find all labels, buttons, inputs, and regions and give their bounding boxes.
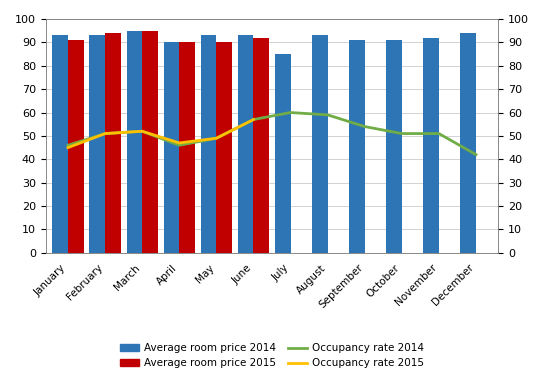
Occupancy rate 2015 <box>139 129 145 134</box>
Occupancy rate 2014 <box>436 131 442 136</box>
Bar <box>127 31 142 253</box>
Legend: Average room price 2014, Average room price 2015, Occupancy rate 2014, Occupancy: Average room price 2014, Average room pr… <box>116 339 428 373</box>
Bar <box>180 42 195 253</box>
Bar <box>349 40 364 253</box>
Occupancy rate 2015 <box>176 141 183 145</box>
Occupancy rate 2014 <box>102 131 108 136</box>
Occupancy rate 2014 <box>324 113 331 117</box>
Occupancy rate 2015 <box>250 117 257 122</box>
Occupancy rate 2014 <box>473 152 479 157</box>
Occupancy rate 2014 <box>176 143 183 147</box>
Occupancy rate 2014 <box>250 117 257 122</box>
Bar <box>164 42 180 253</box>
Bar <box>312 36 327 253</box>
Occupancy rate 2014 <box>139 129 145 134</box>
Bar <box>105 33 121 253</box>
Occupancy rate 2015 <box>213 136 220 141</box>
Bar <box>423 38 439 253</box>
Bar <box>217 42 232 253</box>
Bar <box>254 38 269 253</box>
Bar <box>386 40 402 253</box>
Bar <box>68 40 84 253</box>
Bar <box>90 36 105 253</box>
Line: Occupancy rate 2014: Occupancy rate 2014 <box>68 113 476 154</box>
Bar <box>52 36 68 253</box>
Bar <box>142 31 158 253</box>
Occupancy rate 2015 <box>102 131 108 136</box>
Occupancy rate 2014 <box>361 124 368 129</box>
Bar <box>238 36 254 253</box>
Occupancy rate 2015 <box>65 145 71 150</box>
Bar <box>201 36 217 253</box>
Occupancy rate 2014 <box>65 143 71 147</box>
Occupancy rate 2014 <box>213 136 220 141</box>
Occupancy rate 2014 <box>287 110 294 115</box>
Line: Occupancy rate 2015: Occupancy rate 2015 <box>68 120 254 148</box>
Occupancy rate 2014 <box>399 131 405 136</box>
Bar <box>460 33 476 253</box>
Bar <box>275 54 290 253</box>
